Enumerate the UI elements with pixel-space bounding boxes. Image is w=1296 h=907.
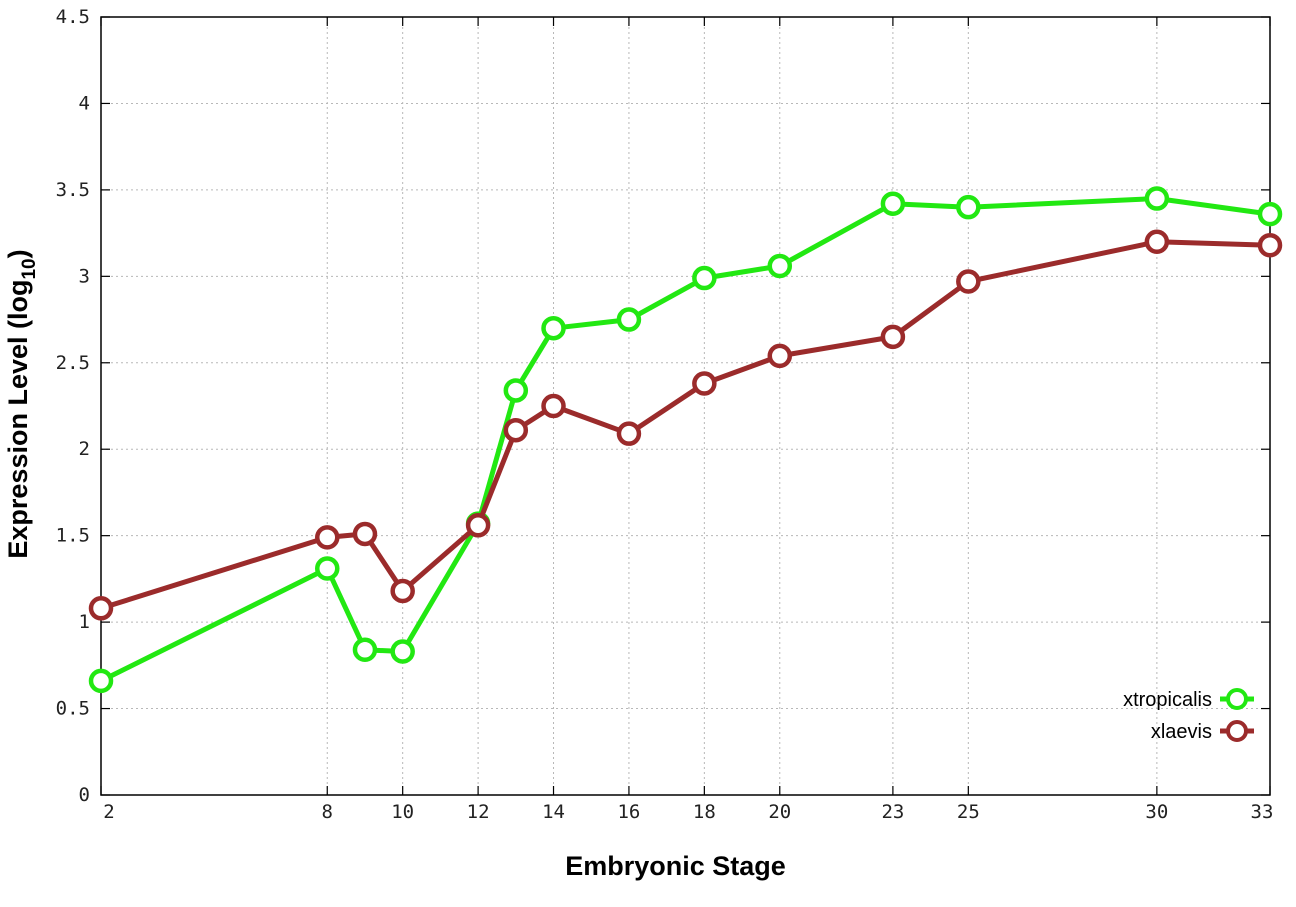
x-tick-label: 10 [391, 801, 414, 823]
series-layer [88, 186, 1283, 694]
data-point-xtropicalis [352, 637, 378, 663]
data-point-xlaevis [616, 421, 642, 446]
data-point-xtropicalis [956, 194, 981, 220]
y-tick-label: 1.5 [56, 525, 90, 547]
y-axis-title: Expression Level (log10) [3, 249, 40, 558]
data-point-xlaevis [315, 525, 340, 550]
series-line-xlaevis [100, 239, 1271, 611]
x-tick-label: 14 [542, 801, 565, 823]
data-point-xtropicalis [315, 556, 340, 581]
axis-ticks: 0 0.5 1 1.5 2 2.5 3 3.5 4 4.5 2 8 10 12 14 16 18 20 23 25 30… [56, 6, 1274, 823]
y-axis-title-subscript: 10 [19, 258, 40, 279]
y-tick-label: 3 [79, 265, 90, 287]
y-tick-label: 0.5 [56, 698, 90, 720]
data-point-xtropicalis [503, 378, 529, 403]
series-line-xtropicalis [99, 196, 1271, 684]
data-point-xlaevis [1257, 232, 1283, 258]
y-tick-label: 3.5 [56, 179, 90, 201]
data-point-xlaevis [465, 513, 491, 538]
legend-item-xtropicalis: xtropicalis [1123, 688, 1254, 711]
legend-marker-xlaevis [1226, 720, 1248, 742]
y-tick-label: 2 [79, 438, 90, 460]
data-point-xtropicalis [616, 307, 642, 332]
data-point-xlaevis [541, 393, 566, 419]
data-point-xlaevis [956, 269, 981, 294]
y-tick-label: 4.5 [56, 6, 90, 28]
x-tick-label: 30 [1145, 801, 1168, 823]
x-tick-label: 16 [617, 801, 640, 823]
data-point-xtropicalis [1144, 186, 1170, 211]
x-tick-label: 33 [1251, 801, 1274, 823]
data-point-xlaevis [88, 596, 114, 621]
data-point-xlaevis [390, 578, 415, 604]
legend-marker-xtropicalis [1226, 688, 1248, 710]
x-tick-label: 8 [322, 801, 333, 823]
x-tick-label: 20 [768, 801, 791, 823]
data-point-xlaevis [692, 371, 717, 396]
data-point-xlaevis [1144, 229, 1170, 255]
data-point-xtropicalis [88, 668, 114, 694]
legend-label-xtropicalis: xtropicalis [1123, 689, 1212, 711]
plot-frame [100, 16, 1271, 796]
data-point-xtropicalis [390, 639, 415, 664]
data-point-xtropicalis [541, 315, 566, 341]
y-tick-label: 2.5 [56, 352, 90, 374]
data-point-xtropicalis [692, 265, 717, 291]
y-axis-title-close: ) [3, 249, 33, 258]
x-tick-label: 18 [693, 801, 716, 823]
y-tick-label: 1 [79, 611, 90, 633]
data-point-xtropicalis [880, 191, 906, 216]
x-tick-label: 23 [881, 801, 904, 823]
legend-label-xlaevis: xlaevis [1151, 721, 1212, 743]
y-tick-label: 4 [79, 92, 90, 114]
data-point-xtropicalis [767, 253, 793, 279]
x-tick-label: 25 [957, 801, 980, 823]
data-point-xtropicalis [1257, 201, 1283, 227]
data-point-xlaevis [880, 324, 906, 350]
x-axis-title: Embryonic Stage [565, 851, 786, 881]
legend-item-xlaevis: xlaevis [1151, 720, 1254, 743]
y-tick-label: 0 [79, 784, 90, 806]
data-point-xlaevis [503, 417, 529, 443]
x-tick-label: 2 [103, 801, 114, 823]
grid [101, 17, 1270, 795]
x-tick-label: 12 [467, 801, 490, 823]
data-point-xlaevis [767, 343, 793, 369]
y-axis-title-main: Expression Level (log [3, 280, 33, 559]
data-point-xlaevis [352, 521, 378, 547]
legend: xtropicalis xlaevis [1123, 688, 1254, 743]
